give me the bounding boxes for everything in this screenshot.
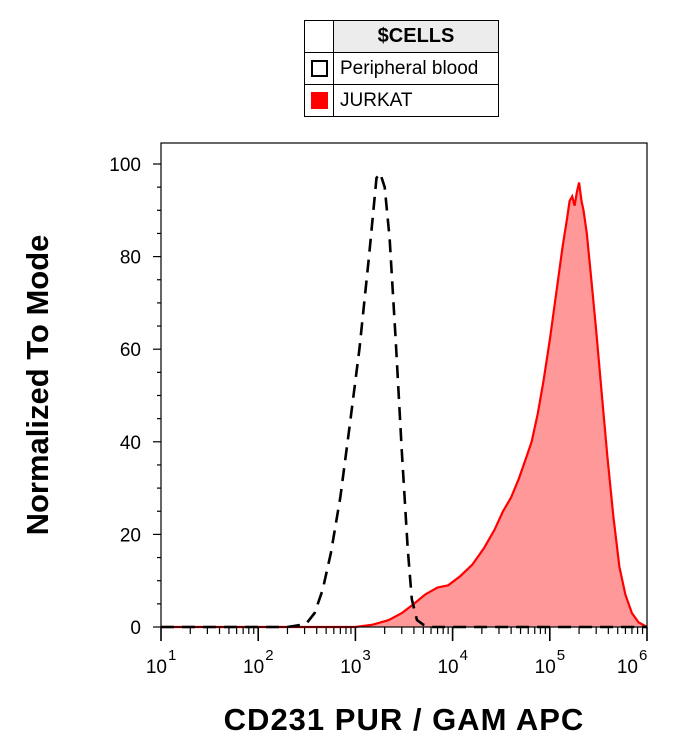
y-tick-label: 60 [120,340,141,361]
x-tick-label: 10 [437,657,458,678]
x-tick-label: 10 [146,657,167,678]
x-tick-exponent: 2 [265,647,273,664]
y-axis-title: Normalized To Mode [20,235,55,536]
y-tick-label: 40 [120,433,141,454]
legend-label: Peripheral blood [340,57,479,79]
x-tick-label: 10 [243,657,264,678]
open-square-swatch [310,60,328,77]
x-tick-exponent: 6 [639,647,647,664]
x-tick-label: 10 [617,657,638,678]
legend-item-peripheral-blood: Peripheral blood [305,52,498,84]
x-tick-exponent: 3 [362,647,370,664]
legend-header: $CELLS [305,21,498,52]
legend-title: $CELLS [334,21,498,52]
x-tick-exponent: 1 [168,647,176,664]
legend-header-blank [305,21,334,52]
plot-frame [160,142,648,628]
red-square-swatch [310,92,328,109]
x-tick-label: 10 [535,657,556,678]
y-tick-label: 80 [120,248,141,269]
x-tick-label: 10 [340,657,361,678]
series-line-peripheral-blood [161,170,647,629]
y-tick-label: 100 [109,155,141,176]
x-axis-title: CD231 PUR / GAM APC [224,702,585,737]
plot-area [161,170,648,629]
series-area-jurkat [161,182,647,627]
legend: $CELLS Peripheral blood JURKAT [304,20,499,117]
legend-item-jurkat: JURKAT [305,84,498,116]
y-tick-label: 0 [130,618,141,639]
series-line-jurkat [161,182,648,629]
legend-label: JURKAT [340,89,413,111]
y-tick-label: 20 [120,525,141,546]
x-tick-exponent: 5 [557,647,565,664]
x-tick-exponent: 4 [460,647,468,664]
